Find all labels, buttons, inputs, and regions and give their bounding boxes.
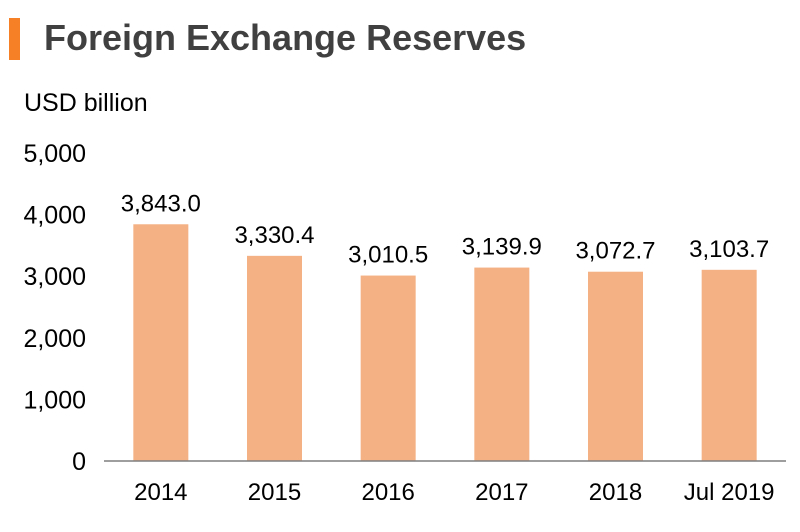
y-tick-label: 5,000 [23, 140, 86, 168]
x-tick-label: 2018 [589, 479, 642, 506]
x-tick-label: 2014 [134, 479, 187, 506]
y-tick-label: 3,000 [23, 263, 86, 291]
bar [588, 271, 643, 461]
x-tick-label: 2015 [248, 479, 301, 506]
x-tick-label: 2016 [361, 479, 414, 506]
data-label: 3,139.9 [462, 234, 542, 261]
bar [474, 267, 530, 461]
y-tick-label: 1,000 [23, 386, 86, 414]
title-accent-bar [9, 18, 20, 60]
x-tick-label: 2017 [475, 479, 528, 506]
chart-title: Foreign Exchange Reserves [44, 17, 527, 58]
data-label: 3,103.7 [689, 236, 769, 263]
y-tick-label: 0 [72, 448, 86, 476]
bar [133, 224, 189, 461]
y-tick-label: 4,000 [23, 202, 86, 230]
x-tick-label: Jul 2019 [684, 479, 775, 506]
y-axis-unit-label: USD billion [24, 89, 148, 117]
bar [701, 269, 757, 461]
bar [247, 255, 302, 461]
data-label: 3,330.4 [234, 222, 314, 249]
data-label: 3,010.5 [348, 242, 428, 269]
data-label: 3,072.7 [575, 238, 655, 265]
bar [360, 275, 416, 461]
data-label: 3,843.0 [121, 190, 201, 217]
y-tick-label: 2,000 [23, 325, 86, 353]
